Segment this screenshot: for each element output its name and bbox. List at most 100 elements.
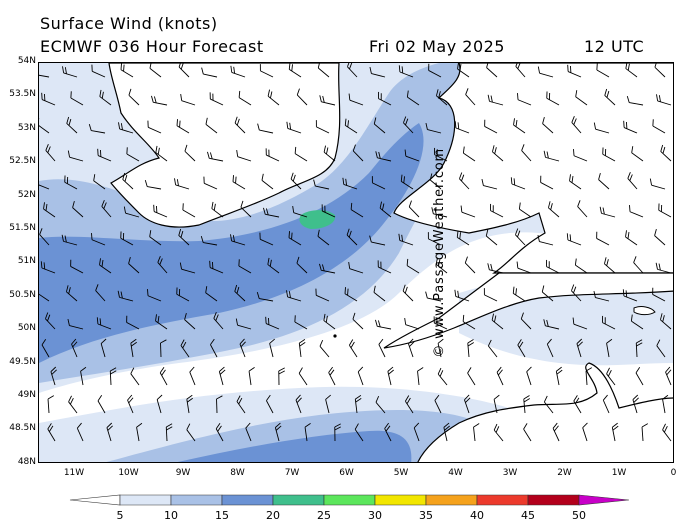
wind-barb <box>652 119 666 134</box>
wind-barb <box>598 173 610 190</box>
lat-tick-label: 51.5N <box>9 223 36 233</box>
wind-barb <box>130 338 137 358</box>
wind-barb <box>144 180 162 190</box>
wind-barb <box>288 231 302 246</box>
wind-barb <box>625 63 638 78</box>
colorbar-tick-label: 10 <box>164 509 178 522</box>
wind-barb <box>654 63 666 78</box>
wind-barb <box>515 63 526 78</box>
wind-barb <box>573 149 588 162</box>
wind-barb <box>487 263 504 274</box>
wind-barb <box>45 144 56 162</box>
wind-barb <box>483 288 498 302</box>
colorbar-tick-label: 30 <box>368 509 382 522</box>
colorbar-max-arrow <box>578 494 630 506</box>
lon-tick-label: 1W <box>611 468 627 478</box>
wind-zone-20-25 <box>299 210 336 229</box>
wind-barb <box>662 394 669 414</box>
colorbar-segment <box>272 494 325 506</box>
wind-barb <box>526 366 532 386</box>
wind-barb <box>122 172 134 190</box>
wind-barb <box>602 315 616 330</box>
wind-barb <box>149 230 162 246</box>
wind-barbs <box>39 63 672 442</box>
wind-barb <box>248 366 255 386</box>
wind-barb <box>429 173 442 190</box>
wind-barb <box>211 201 224 218</box>
wind-barb <box>481 178 498 190</box>
wind-barb <box>70 91 84 106</box>
wind-barb <box>39 74 50 78</box>
lon-tick-label: 4W <box>448 468 463 478</box>
wind-barb <box>41 92 56 106</box>
wind-barb <box>91 64 106 78</box>
wind-barb <box>236 149 252 162</box>
wind-barb <box>537 66 554 78</box>
wind-barb <box>467 367 476 386</box>
wind-barb <box>91 233 106 246</box>
wind-barb <box>47 423 56 442</box>
wales-coastline <box>393 63 673 274</box>
wind-barb <box>127 394 134 414</box>
wind-barb <box>513 118 526 134</box>
wind-barb <box>180 339 190 358</box>
wind-barb <box>39 292 50 302</box>
wind-barb <box>109 367 117 386</box>
wind-barb <box>67 318 84 330</box>
wind-barb <box>266 394 274 414</box>
wind-barb <box>402 284 414 302</box>
wind-barb <box>427 232 442 246</box>
isles-of-scilly <box>333 334 337 338</box>
colorbar-tick-label: 15 <box>215 509 229 522</box>
wind-barb <box>464 394 471 414</box>
wind-barb <box>261 173 274 190</box>
model-run: ECMWF 036 Hour Forecast <box>40 37 264 56</box>
wind-barb <box>315 288 330 302</box>
wind-barb <box>43 202 56 218</box>
wind-barb <box>378 91 392 106</box>
forecast-time: 12 UTC <box>584 37 645 56</box>
wind-barb <box>406 258 420 274</box>
wind-barb <box>136 422 143 442</box>
wind-barb <box>182 203 196 218</box>
wind-barb <box>493 423 504 442</box>
wind-barb <box>633 256 644 274</box>
wind-barb <box>294 146 308 162</box>
lon-tick-label: 9W <box>175 468 191 478</box>
wind-barb <box>155 314 168 330</box>
ireland-coastline <box>108 63 341 228</box>
wind-barb <box>656 94 672 106</box>
wind-barb <box>298 339 306 358</box>
wind-barb <box>147 120 162 134</box>
colorbar <box>69 494 630 506</box>
wind-barb <box>387 366 394 386</box>
wind-barb <box>593 122 610 134</box>
lat-tick-label: 50N <box>17 323 36 334</box>
wind-barb <box>378 338 386 358</box>
wind-barb <box>41 339 50 358</box>
wind-barb <box>325 394 332 414</box>
wind-barb <box>593 290 610 302</box>
wind-barb <box>207 151 224 162</box>
wind-barb <box>203 176 218 190</box>
lon-tick-label: 2W <box>557 468 572 478</box>
wind-barb <box>546 91 560 106</box>
wind-barb <box>518 202 532 218</box>
wind-barb <box>490 203 504 218</box>
wind-barb <box>582 422 588 442</box>
wind-barb <box>435 89 448 106</box>
wind-barb <box>626 96 644 106</box>
wind-barb <box>473 423 480 442</box>
colorbar-min-arrow <box>69 494 121 506</box>
wind-barb <box>417 367 424 386</box>
wind-barb <box>641 423 649 442</box>
wind-barb <box>130 367 140 386</box>
wind-barb <box>491 145 504 162</box>
wind-barb <box>603 257 616 274</box>
wind-barb <box>178 63 190 78</box>
wind-barb <box>596 231 610 246</box>
wind-barb <box>523 423 532 442</box>
wind-barb <box>512 286 526 302</box>
wind-barb <box>398 65 414 78</box>
lat-tick-label: 48.5N <box>9 423 36 434</box>
